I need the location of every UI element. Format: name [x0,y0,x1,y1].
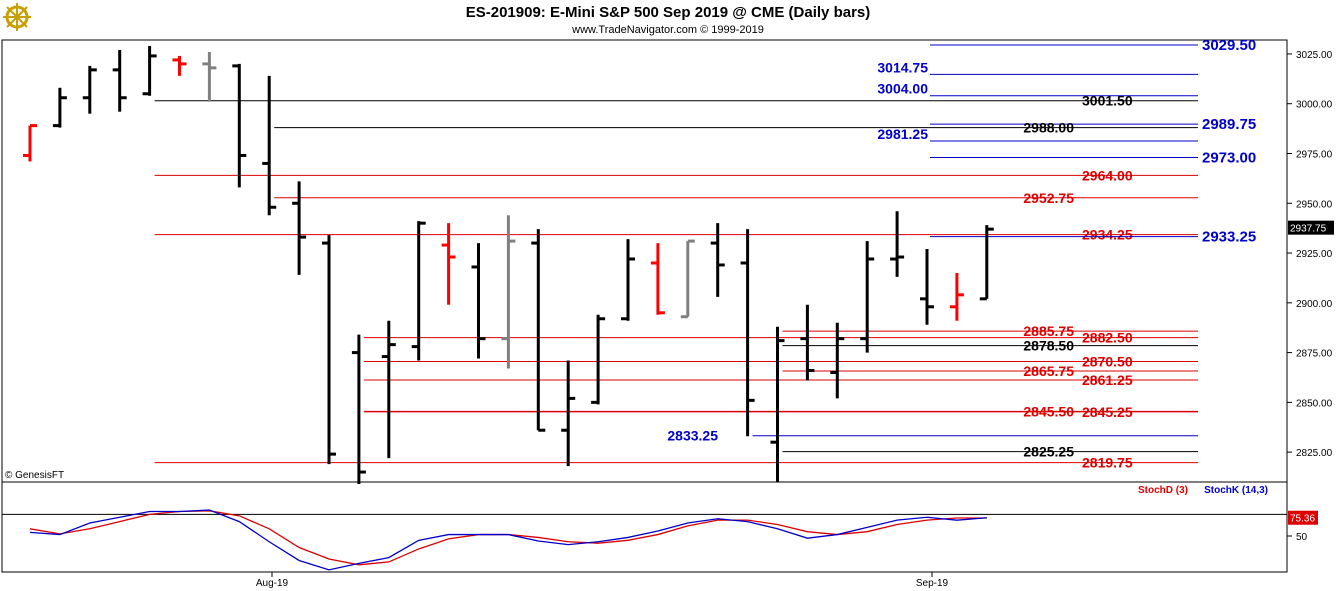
y-tick-label: 3025.00 [1296,50,1333,61]
level-label: 2865.75 [1023,363,1074,379]
levels-layer: 3029.50 3014.75 3004.00 3001.50 2989.75 2988.… [154,37,1256,471]
y-tick-label: 2950.00 [1296,199,1333,210]
bars-layer [23,45,994,484]
level-label: 2981.25 [877,126,928,142]
y-tick-label: 2875.00 [1296,349,1333,360]
y-tick-label: 2975.00 [1296,149,1333,160]
level-label: 3004.00 [877,81,928,97]
y-tick-label: 2900.00 [1296,299,1333,310]
stoch-series-line [29,510,987,566]
level-label: 2861.25 [1082,372,1133,388]
y-tick-label: 2850.00 [1296,398,1333,409]
y-tick-label: 2925.00 [1296,249,1333,260]
legend-stochk: StochK (14,3) [1204,485,1268,496]
level-label: 3001.50 [1082,93,1133,109]
stoch-series-line [29,509,987,571]
level-label: 2934.25 [1082,227,1133,243]
level-label: 3029.50 [1202,37,1256,54]
level-label: 2833.25 [667,428,718,444]
price-axis: 2825.00 2850.00 2875.00 2900.00 2925.00 2950.… [1287,50,1334,459]
y-tick-label: 3000.00 [1296,100,1333,111]
level-label: 2988.00 [1023,120,1074,136]
chart-title: ES-201909: E-Mini S&P 500 Sep 2019 @ CME… [466,4,871,21]
last-price-box [1288,220,1334,235]
level-label: 2989.75 [1202,116,1256,133]
level-label: 2973.00 [1202,149,1256,166]
level-label: 2882.50 [1082,330,1133,346]
level-label: 2952.75 [1023,190,1074,206]
level-label: 2878.50 [1023,338,1074,354]
stoch-value-box [1288,510,1318,525]
x-tick-label: Aug-19 [256,578,289,589]
stoch-tick-label: 50 [1296,532,1308,543]
stoch-layer: 50 75.36 [2,509,1318,571]
level-label: 3014.75 [877,59,928,75]
level-label: 2825.25 [1023,444,1074,460]
stoch-panel-frame [1,481,1288,573]
level-label: 2964.00 [1082,167,1133,183]
y-tick-label: 2825.00 [1296,448,1333,459]
x-tick-label: Sep-19 [916,578,949,589]
watermark: © GenesisFT [5,470,64,481]
level-label: 2870.50 [1082,354,1133,370]
level-label: 2885.75 [1023,323,1074,339]
legend-stochd: StochD (3) [1138,485,1188,496]
chart-subtitle: www.TradeNavigator.com © 1999-2019 [571,24,764,36]
level-label: 2933.25 [1202,229,1256,246]
stoch-value-label: 75.36 [1290,514,1315,525]
ship-wheel-icon [3,3,31,31]
time-axis: Aug-19 Sep-19 [256,572,949,589]
last-price-label: 2937.75 [1290,224,1327,235]
level-label: 2845.25 [1082,404,1133,420]
level-label: 2819.75 [1082,455,1133,471]
